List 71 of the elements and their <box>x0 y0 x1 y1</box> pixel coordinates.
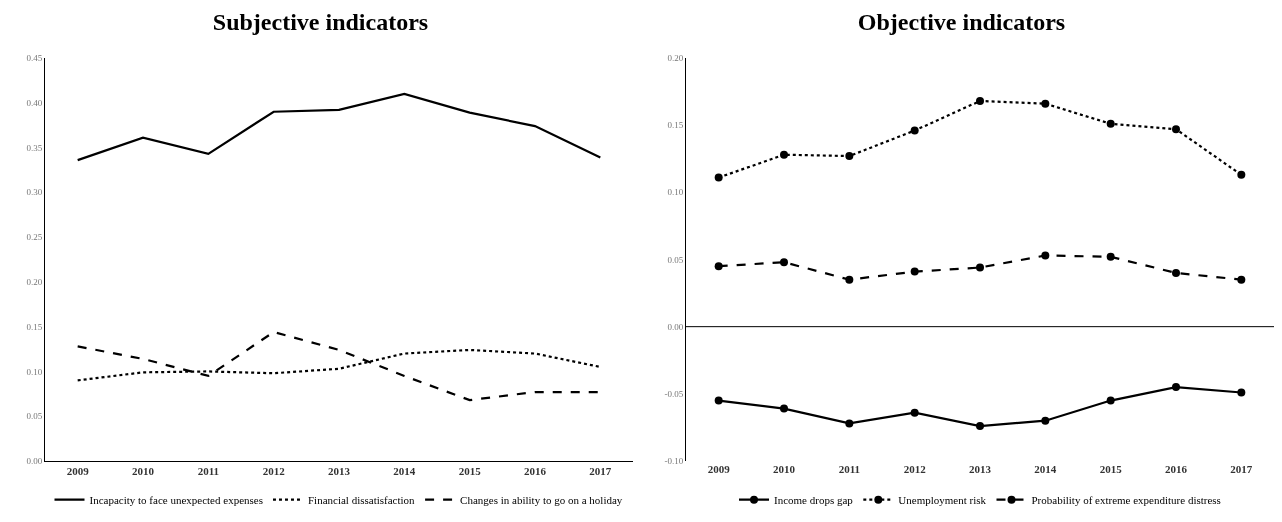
y-tick-label: 0.05 <box>26 411 43 422</box>
point <box>1172 383 1180 392</box>
point <box>976 263 984 272</box>
x-tick-label: 2017 <box>589 465 612 478</box>
point <box>1041 251 1050 260</box>
y-tick-label: 0.15 <box>26 321 43 332</box>
x-tick-label: 2010 <box>773 463 796 475</box>
y-tick-label: 0.20 <box>667 53 684 64</box>
x-tick-label: 2016 <box>524 465 547 478</box>
point <box>910 126 919 135</box>
point <box>714 262 723 271</box>
point <box>845 152 854 161</box>
point <box>780 150 788 159</box>
y-tick-label: 0.45 <box>26 53 43 64</box>
legend-label: Unemployment risk <box>898 493 987 506</box>
y-tick-label: 0.35 <box>26 142 43 153</box>
y-tick-label: 0.10 <box>667 187 684 198</box>
point <box>976 422 984 431</box>
legend-label: Probability of extreme expenditure distress <box>1031 493 1221 506</box>
x-tick-label: 2015 <box>458 465 482 478</box>
point <box>845 419 854 428</box>
point <box>1106 252 1115 261</box>
x-tick-label: 2009 <box>66 465 90 478</box>
point <box>1172 268 1180 277</box>
point <box>1172 125 1180 134</box>
chart-title: Objective indicators <box>857 8 1066 35</box>
y-tick-label: 0.00 <box>667 321 684 332</box>
legend-label: Incapacity to face unexpected expenses <box>89 493 263 506</box>
point <box>910 408 919 417</box>
point <box>976 96 984 105</box>
x-tick-label: 2014 <box>1034 463 1057 475</box>
x-tick-label: 2013 <box>969 463 992 475</box>
point <box>714 173 723 182</box>
x-tick-label: 2010 <box>132 465 155 478</box>
y-tick-label: 0.10 <box>26 366 43 377</box>
y-tick-label: -0.10 <box>664 456 684 467</box>
point <box>780 404 788 413</box>
y-tick-label: -0.05 <box>664 388 684 399</box>
x-tick-label: 2009 <box>707 463 731 475</box>
point <box>910 267 919 276</box>
x-tick-label: 2011 <box>838 463 861 475</box>
point <box>845 275 854 284</box>
legend-label: Financial dissatisfaction <box>307 493 416 506</box>
x-tick-label: 2011 <box>197 465 220 478</box>
y-tick-label: 0.30 <box>26 187 43 198</box>
x-tick-label: 2014 <box>393 465 416 478</box>
point <box>1106 396 1115 405</box>
y-tick-label: 0.25 <box>26 232 43 243</box>
x-tick-label: 2013 <box>328 465 351 478</box>
x-tick-label: 2012 <box>262 465 286 478</box>
x-tick-label: 2017 <box>1230 463 1253 475</box>
y-tick-label: 0.20 <box>26 277 43 288</box>
y-tick-label: 0.40 <box>26 97 43 108</box>
legend-label: Income drops gap <box>774 493 854 506</box>
legend-label: Changes in ability to go on a holiday <box>460 493 623 506</box>
point <box>1237 170 1246 179</box>
point <box>1237 388 1246 397</box>
point <box>1237 275 1246 284</box>
point <box>1041 416 1050 425</box>
point <box>1106 119 1115 128</box>
x-tick-label: 2012 <box>903 463 927 475</box>
x-tick-label: 2016 <box>1165 463 1188 475</box>
x-tick-label: 2015 <box>1099 463 1123 475</box>
y-tick-label: 0.00 <box>26 456 43 467</box>
y-tick-label: 0.15 <box>667 120 684 131</box>
y-tick-label: 0.05 <box>667 254 684 265</box>
line-series <box>76 92 602 162</box>
chart-title: Subjective indicators <box>212 8 429 35</box>
point <box>1041 99 1050 108</box>
point <box>714 396 723 405</box>
point <box>780 258 788 267</box>
